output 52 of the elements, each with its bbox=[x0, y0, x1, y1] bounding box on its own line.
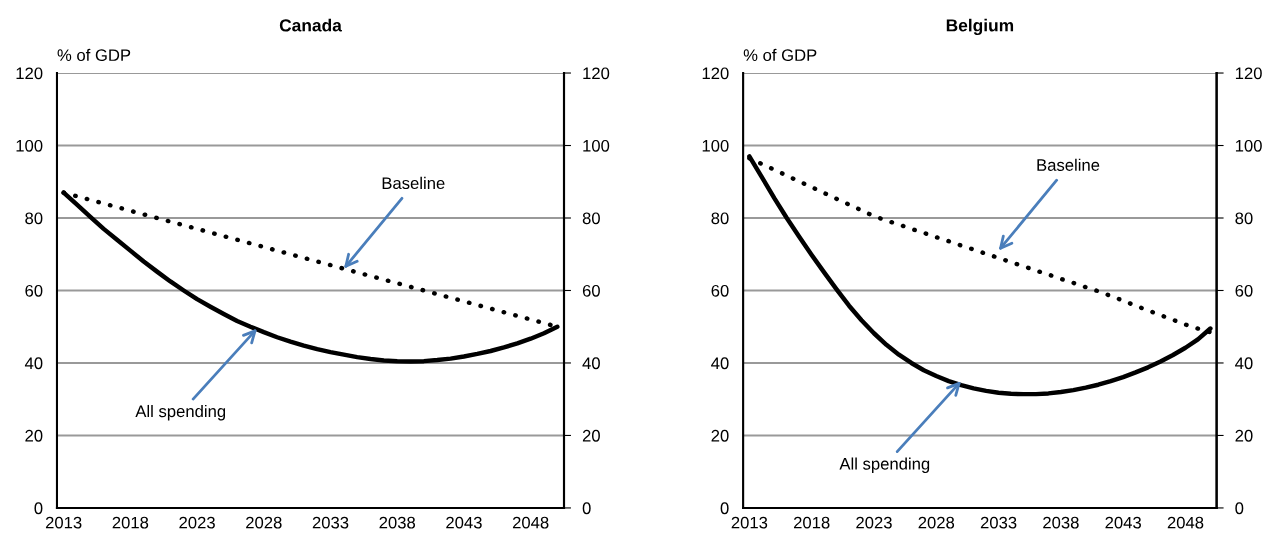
y-tick-label: 0 bbox=[34, 502, 43, 515]
y2-tick-label: 60 bbox=[582, 284, 600, 297]
y-tick-label: 20 bbox=[711, 429, 729, 442]
x-tick-label: 2043 bbox=[1105, 516, 1141, 529]
y-tick-label: 60 bbox=[25, 284, 43, 297]
y-axis-title: % of GDP bbox=[57, 48, 131, 62]
y-tick-label: 0 bbox=[720, 502, 729, 515]
y2-tick-label: 60 bbox=[1235, 284, 1253, 297]
x-tick-label: 2033 bbox=[980, 516, 1017, 529]
x-tick-label: 2038 bbox=[379, 516, 416, 529]
y-axis-title: % of GDP bbox=[743, 48, 817, 62]
y-tick-label: 100 bbox=[16, 139, 43, 152]
x-tick-label: 2013 bbox=[45, 516, 82, 529]
y2-tick-label: 100 bbox=[583, 139, 610, 152]
x-tick-label: 2028 bbox=[246, 516, 282, 529]
x-tick-label: 2023 bbox=[179, 516, 215, 529]
x-tick-label: 2023 bbox=[856, 516, 892, 529]
annotation: All spending bbox=[135, 404, 226, 421]
y2-tick-label: 80 bbox=[582, 212, 600, 225]
x-tick-label: 2018 bbox=[793, 516, 830, 529]
y2-tick-label: 20 bbox=[1235, 429, 1253, 442]
x-tick-label: 2048 bbox=[512, 516, 549, 529]
y-tick-label: 120 bbox=[702, 67, 729, 80]
x-tick-label: 2043 bbox=[446, 516, 482, 529]
annotation: Baseline bbox=[1037, 158, 1100, 171]
annotation: Baseline bbox=[382, 176, 445, 190]
y-tick-label: 80 bbox=[25, 212, 43, 225]
y2-tick-label: 0 bbox=[582, 502, 591, 515]
annotation: All spending bbox=[839, 457, 930, 474]
y2-tick-label: 120 bbox=[1235, 67, 1262, 80]
x-tick-label: 2038 bbox=[1043, 516, 1079, 529]
y-tick-label: 20 bbox=[25, 429, 43, 442]
y2-tick-label: 120 bbox=[583, 67, 610, 80]
chart-title: Belgium bbox=[946, 18, 1014, 36]
y2-tick-label: 80 bbox=[1235, 212, 1253, 225]
chart-title: Canada bbox=[279, 18, 342, 32]
y-tick-label: 100 bbox=[702, 139, 729, 152]
x-tick-label: 2048 bbox=[1167, 516, 1204, 529]
y2-tick-label: 40 bbox=[1235, 357, 1253, 370]
y-tick-label: 40 bbox=[24, 357, 43, 370]
x-tick-label: 2013 bbox=[731, 516, 768, 529]
x-tick-label: 2028 bbox=[918, 516, 955, 529]
y2-tick-label: 20 bbox=[582, 429, 600, 442]
y-tick-label: 60 bbox=[711, 284, 729, 297]
y-tick-label: 120 bbox=[16, 67, 43, 80]
x-tick-label: 2018 bbox=[112, 516, 149, 529]
y2-tick-label: 100 bbox=[1235, 139, 1262, 152]
y-tick-label: 40 bbox=[711, 357, 729, 370]
x-tick-label: 2033 bbox=[312, 516, 349, 529]
y-tick-label: 80 bbox=[711, 212, 729, 225]
y2-tick-label: 0 bbox=[1235, 502, 1244, 515]
y2-tick-label: 40 bbox=[582, 357, 600, 370]
